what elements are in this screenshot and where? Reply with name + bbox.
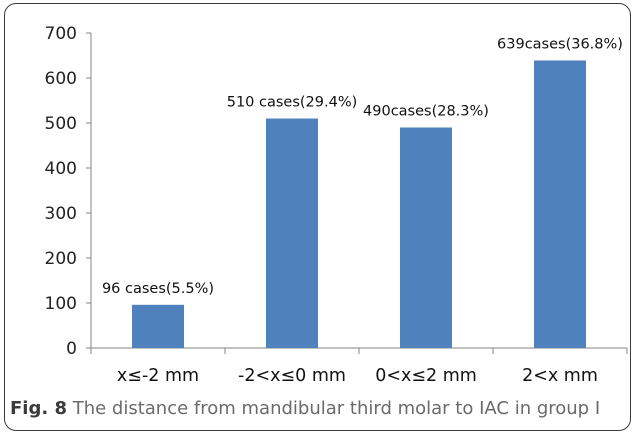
data-label: 490cases(28.3%) bbox=[363, 104, 489, 120]
x-tick-label: x≤-2 mm bbox=[117, 366, 199, 386]
data-label: 510 cases(29.4%) bbox=[227, 95, 358, 111]
bar-chart: 0 100 200 300 400 500 600 700 96 cases(5.5%) x≤-2… bbox=[45, 24, 628, 386]
figure-caption-text: The distance from mandibular third molar… bbox=[72, 398, 601, 419]
x-tick-label: 2<x mm bbox=[522, 366, 598, 386]
figure-caption: Fig. 8 The distance from mandibular thir… bbox=[10, 398, 630, 419]
y-tick-label: 300 bbox=[45, 204, 77, 224]
y-tick-label: 0 bbox=[66, 339, 77, 359]
x-tick-label: 0<x≤2 mm bbox=[375, 366, 477, 386]
data-label: 96 cases(5.5%) bbox=[102, 281, 214, 297]
bar bbox=[400, 127, 452, 348]
figure-label: Fig. 8 bbox=[10, 398, 67, 419]
y-tick-label: 200 bbox=[45, 249, 77, 269]
y-tick-label: 500 bbox=[45, 114, 77, 134]
x-tick-label: -2<x≤0 mm bbox=[238, 366, 346, 386]
y-tick-label: 700 bbox=[45, 24, 77, 44]
data-label: 639cases(36.8%) bbox=[497, 36, 623, 52]
bar bbox=[132, 304, 184, 348]
figure-frame: 0 100 200 300 400 500 600 700 96 cases(5.5%) x≤-2… bbox=[4, 3, 631, 431]
bar bbox=[266, 118, 318, 348]
y-tick-label: 400 bbox=[45, 159, 77, 179]
y-tick-label: 600 bbox=[45, 69, 77, 89]
bar bbox=[534, 60, 586, 348]
y-tick-label: 100 bbox=[45, 294, 77, 314]
